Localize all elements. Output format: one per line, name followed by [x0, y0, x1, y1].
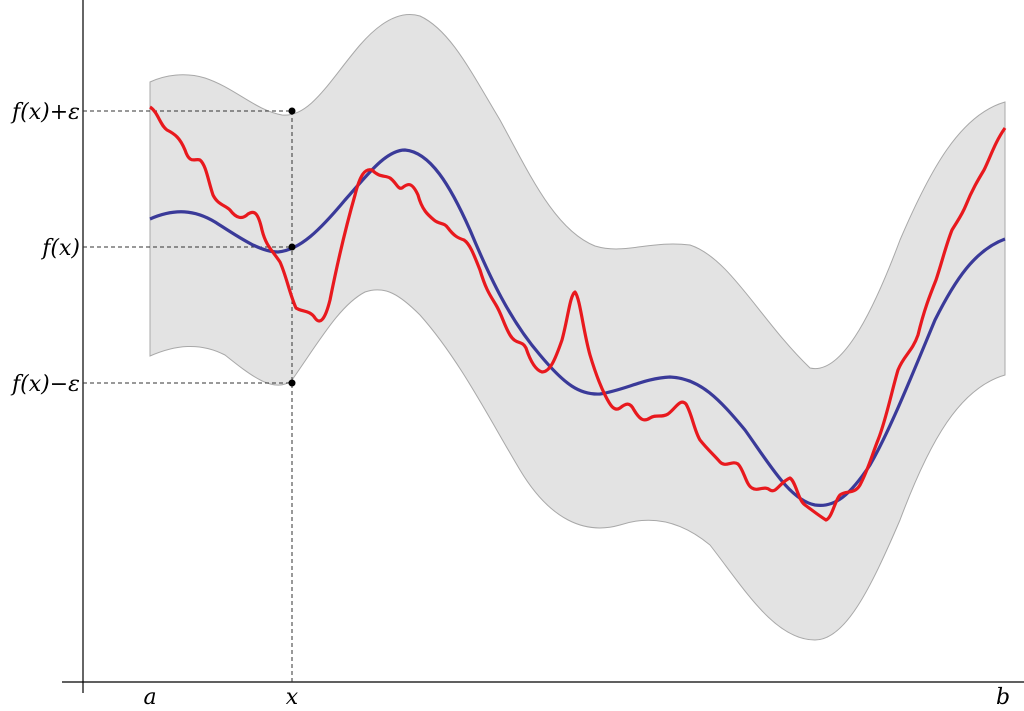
label-a: a	[143, 685, 156, 710]
label-x: x	[286, 685, 299, 710]
function-curve	[149, 105, 1007, 522]
label-f-plus-epsilon: f(x)+ε	[10, 100, 80, 125]
point-upper	[288, 107, 296, 115]
approximation-curve	[149, 148, 1006, 508]
label-f-x: f(x)	[40, 236, 80, 261]
label-f-minus-epsilon: f(x)−ε	[10, 372, 80, 397]
point-middle	[288, 243, 296, 251]
epsilon-band	[149, 14, 1006, 641]
point-lower	[288, 379, 296, 387]
label-b: b	[996, 685, 1010, 710]
